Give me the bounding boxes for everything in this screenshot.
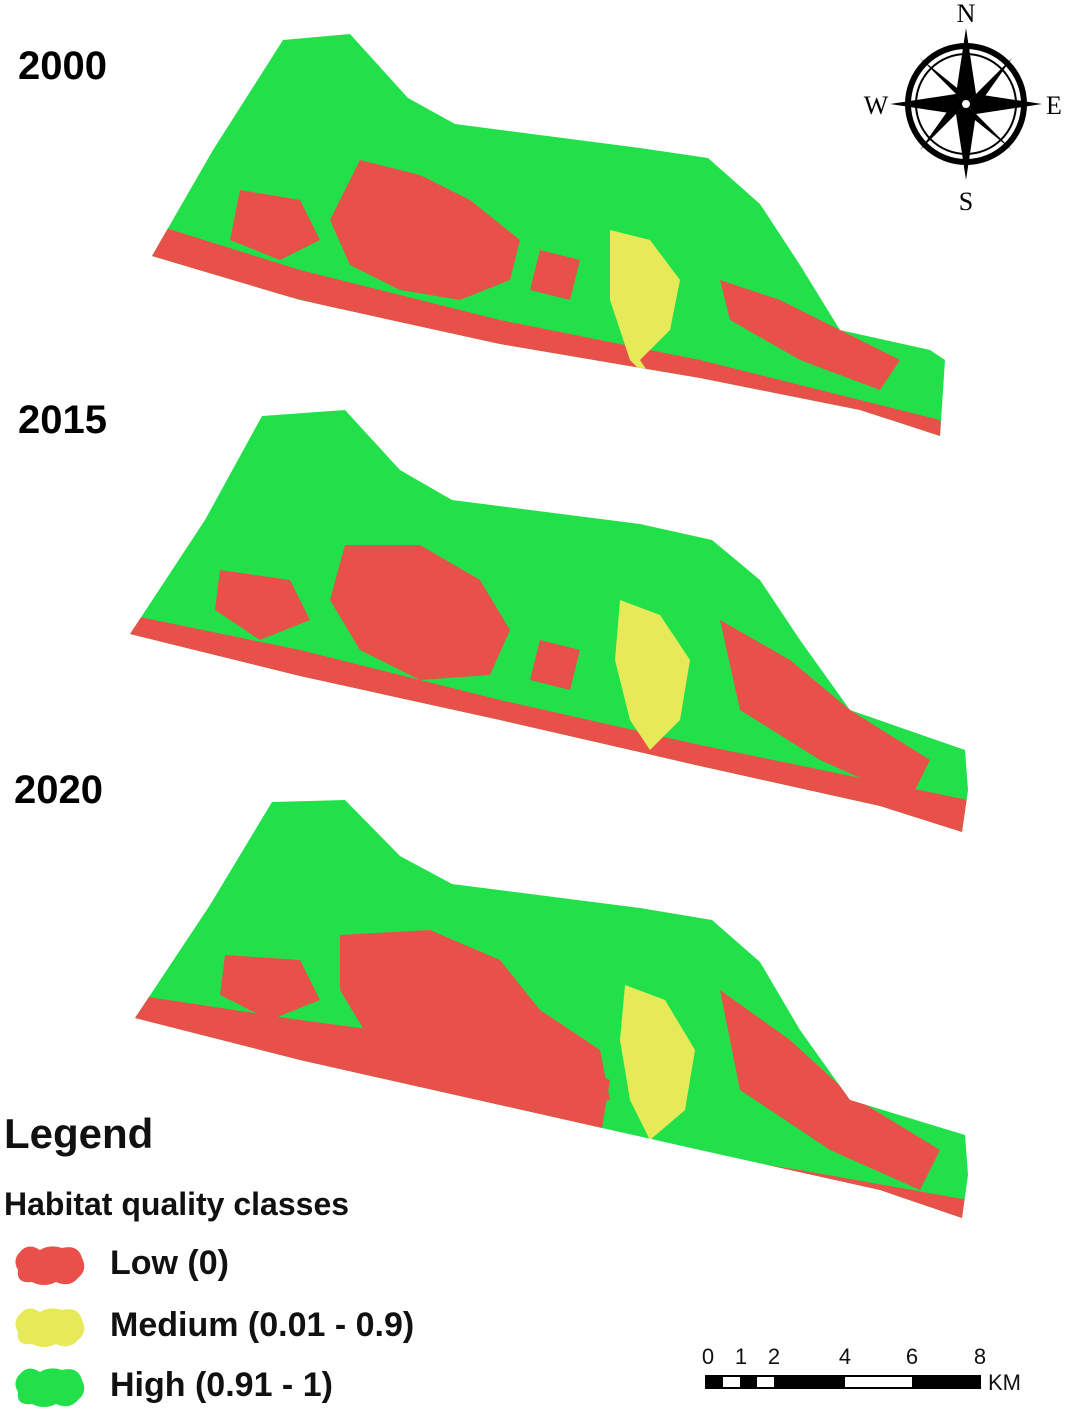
low-area-patch-2015	[530, 640, 580, 690]
scale-segment-1	[706, 1376, 723, 1388]
legend-item-medium: Medium (0.01 - 0.9)	[10, 1302, 570, 1352]
compass-west-label: W	[864, 91, 889, 120]
low-area-patch-2000	[530, 250, 580, 300]
low-area-central-2015	[330, 545, 510, 680]
low-area-east-2000	[720, 280, 900, 390]
map-year-2000: 2000	[18, 44, 107, 88]
legend-title: Legend	[4, 1110, 154, 1157]
legend-item-low: Low (0)	[10, 1240, 570, 1290]
map-year-2020: 2020	[14, 768, 103, 812]
region-outline-2000	[152, 34, 945, 436]
scale-tick-4: 4	[839, 1344, 851, 1369]
scale-tick-8: 8	[974, 1344, 986, 1369]
low-area-west-2000	[230, 190, 320, 260]
scale-unit-label: KM	[988, 1370, 1021, 1395]
scale-segment-3	[774, 1376, 845, 1388]
scale-segment-2	[740, 1376, 757, 1388]
habitat-map-2015	[130, 410, 968, 832]
legend-swatch-medium-icon	[15, 1308, 85, 1347]
scale-tick-2: 2	[768, 1344, 780, 1369]
medium-area-2015	[615, 600, 690, 750]
compass-south-point-icon	[956, 104, 976, 180]
legend-label-high: High (0.91 - 1)	[110, 1366, 333, 1404]
habitat-map-2020	[135, 800, 968, 1218]
scale-segment-4	[912, 1376, 980, 1388]
scale-tick-6: 6	[906, 1344, 918, 1369]
low-area-west-2015	[215, 570, 310, 640]
region-outline-2020	[135, 800, 968, 1218]
region-outline-2015	[130, 410, 968, 832]
medium-area-2000	[610, 230, 680, 390]
legend-label-medium: Medium (0.01 - 0.9)	[110, 1306, 415, 1344]
low-area-central-2000	[330, 160, 520, 300]
compass-north-label: N	[957, 0, 976, 28]
legend-label-low: Low (0)	[110, 1244, 229, 1282]
low-area-central-2020	[340, 930, 610, 1110]
compass-east-label: E	[1046, 91, 1062, 120]
compass-west-point-icon	[890, 94, 966, 114]
habitat-map-2000	[152, 34, 945, 436]
legend-swatch-low-icon	[15, 1246, 85, 1285]
compass-north-point-icon	[956, 28, 976, 104]
legend-swatch-high-icon	[15, 1368, 85, 1407]
medium-area-2020	[620, 985, 695, 1140]
low-area-east-2015	[720, 620, 930, 800]
scale-tick-0: 0	[702, 1344, 714, 1369]
low-area-east-2020	[720, 990, 940, 1190]
compass-south-label: S	[959, 187, 973, 216]
scale-tick-1: 1	[735, 1344, 747, 1369]
map-year-2015: 2015	[18, 398, 107, 442]
legend-item-high: High (0.91 - 1)	[10, 1362, 570, 1412]
north-arrow-compass: N S E W	[864, 0, 1062, 216]
scale-bar: 0 1 2 4 6 8 KM	[702, 1344, 1021, 1395]
compass-east-point-icon	[966, 94, 1042, 114]
legend-subtitle: Habitat quality classes	[4, 1186, 350, 1222]
low-area-west-2020	[220, 955, 320, 1020]
